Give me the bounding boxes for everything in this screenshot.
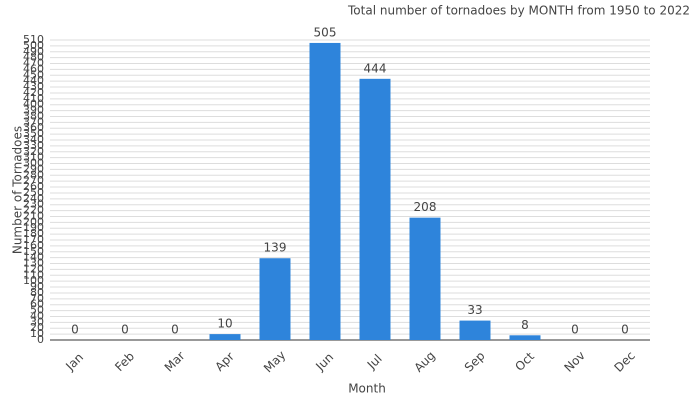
y-tick-label: 20 <box>30 321 44 334</box>
y-tick-label: 440 <box>23 74 44 87</box>
y-tick-label: 140 <box>23 251 44 264</box>
y-tick-label: 150 <box>23 245 44 258</box>
y-tick-label: 500 <box>23 39 44 52</box>
y-tick-label: 370 <box>23 115 44 128</box>
bar <box>509 335 541 340</box>
y-tick-label: 340 <box>23 133 44 146</box>
x-tick-label: Nov <box>561 348 587 374</box>
data-label: 33 <box>467 303 482 317</box>
y-tick-label: 360 <box>23 121 44 134</box>
x-tick-label: Oct <box>512 349 537 374</box>
data-label: 208 <box>414 200 437 214</box>
y-tick-label: 190 <box>23 221 44 234</box>
data-label: 444 <box>364 61 387 75</box>
y-tick-label: 200 <box>23 215 44 228</box>
data-label: 0 <box>121 323 129 337</box>
y-tick-label: 320 <box>23 145 44 158</box>
y-tick-label: 170 <box>23 233 44 246</box>
y-tick-label: 300 <box>23 157 44 170</box>
data-label: 8 <box>521 318 529 332</box>
y-tick-label: 70 <box>30 292 44 305</box>
x-tick-label: Dec <box>611 348 637 374</box>
data-label: 0 <box>571 323 579 337</box>
x-tick-label: Aug <box>411 348 437 374</box>
y-tick-label: 420 <box>23 86 44 99</box>
bar <box>359 78 391 340</box>
y-tick-label: 90 <box>30 280 44 293</box>
x-tick-label: Feb <box>112 349 137 374</box>
y-tick-label: 280 <box>23 168 44 181</box>
x-tick-label: Sep <box>462 349 488 375</box>
data-label: 139 <box>264 241 287 255</box>
y-tick-label: 230 <box>23 198 44 211</box>
data-label: 0 <box>71 323 79 337</box>
y-tick-label: 350 <box>23 127 44 140</box>
y-axis-label: Number of Tornadoes <box>11 126 25 254</box>
data-label: 0 <box>621 323 629 337</box>
bar <box>459 320 491 340</box>
x-tick-label: Mar <box>162 349 188 375</box>
y-tick-label: 260 <box>23 180 44 193</box>
y-tick-label: 470 <box>23 57 44 70</box>
x-tick-label: Jan <box>62 350 86 374</box>
bar <box>309 42 341 341</box>
y-tick-label: 110 <box>23 268 44 281</box>
y-tick-label: 460 <box>23 62 44 75</box>
bar <box>409 217 441 340</box>
y-tick-label: 0 <box>37 333 44 346</box>
bar <box>259 258 291 340</box>
y-tick-label: 180 <box>23 227 44 240</box>
y-tick-label: 380 <box>23 109 44 122</box>
data-label: 505 <box>314 25 337 39</box>
y-tick-label: 210 <box>23 209 44 222</box>
y-tick-label: 60 <box>30 298 44 311</box>
y-tick-label: 30 <box>30 315 44 328</box>
x-tick-label: Jul <box>364 352 385 373</box>
y-tick-label: 100 <box>23 274 44 287</box>
x-axis-label: Month <box>348 382 386 396</box>
x-tick-label: Jun <box>312 350 336 374</box>
y-tick-label: 310 <box>23 151 44 164</box>
y-tick-label: 450 <box>23 68 44 81</box>
y-tick-label: 290 <box>23 162 44 175</box>
y-tick-label: 130 <box>23 257 44 270</box>
y-tick-label: 400 <box>23 98 44 111</box>
y-tick-label: 480 <box>23 51 44 64</box>
y-tick-label: 330 <box>23 139 44 152</box>
y-tick-label: 270 <box>23 174 44 187</box>
y-tick-label: 490 <box>23 45 44 58</box>
y-tick-label: 160 <box>23 239 44 252</box>
y-tick-label: 120 <box>23 262 44 275</box>
data-label: 0 <box>171 323 179 337</box>
y-tick-label: 40 <box>30 309 44 322</box>
bar <box>209 334 241 340</box>
y-tick-label: 10 <box>30 327 44 340</box>
y-tick-label: 220 <box>23 204 44 217</box>
y-tick-label: 510 <box>23 33 44 46</box>
x-tick-label: May <box>261 348 288 375</box>
y-tick-label: 50 <box>30 304 44 317</box>
data-label: 10 <box>217 317 232 331</box>
y-tick-label: 250 <box>23 186 44 199</box>
y-tick-label: 430 <box>23 80 44 93</box>
x-tick-label: Apr <box>212 349 237 374</box>
y-tick-label: 240 <box>23 192 44 205</box>
y-tick-label: 410 <box>23 92 44 105</box>
y-tick-label: 390 <box>23 104 44 117</box>
y-tick-label: 80 <box>30 286 44 299</box>
chart-title: Total number of tornadoes by MONTH from … <box>347 4 690 18</box>
